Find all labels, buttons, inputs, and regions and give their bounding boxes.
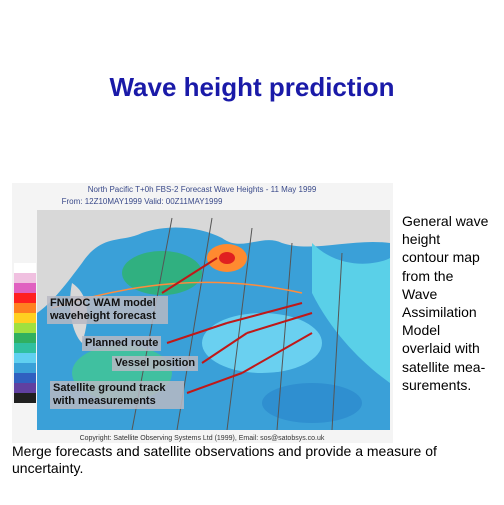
side-text-line: contour map (402, 249, 480, 266)
side-text-line: height (402, 231, 441, 248)
map-subheader: From: 12Z10MAY1999 Valid: 00Z11MAY1999 (62, 197, 223, 206)
side-text-line: Assimilation (402, 304, 477, 321)
side-text-line: satellite mea- (402, 358, 486, 375)
slide-title: Wave height prediction (109, 72, 395, 102)
side-text: General wave height contour map from the Wav… (402, 212, 502, 394)
side-text-line: surements. (402, 376, 472, 393)
side-text-line: Wave (402, 285, 438, 302)
map-label: Satellite ground track with measurements (50, 381, 184, 409)
copyright: Copyright: Satellite Observing Systems L… (80, 435, 325, 442)
map-label: Planned route (82, 336, 162, 351)
side-text-line: overlaid with (402, 340, 480, 357)
side-text-line: General wave (402, 213, 489, 229)
map-header: North Pacific T+0h FBS-2 Forecast Wave H… (88, 185, 317, 194)
map-label: FNMOC WAM model waveheight forecast (47, 296, 168, 324)
map-label: Vessel position (112, 356, 199, 371)
color-bar (14, 263, 36, 403)
bottom-text: Merge forecasts and satellite observatio… (12, 443, 437, 476)
side-text-line: Model (402, 322, 441, 339)
side-text-line: from the (402, 267, 454, 284)
